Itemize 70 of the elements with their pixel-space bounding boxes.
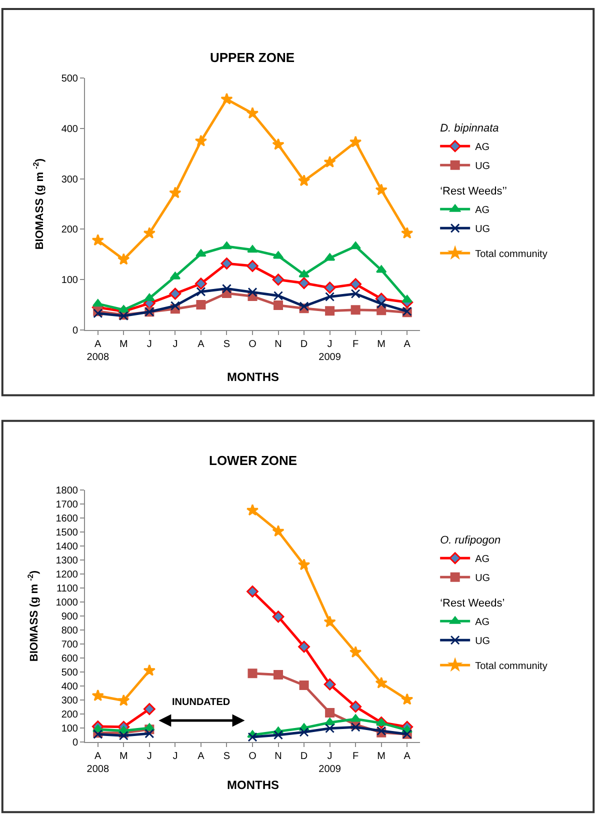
y-tick-label: 1300 bbox=[56, 556, 78, 567]
x-tick-label: S bbox=[223, 339, 230, 350]
legend-label: Total community bbox=[475, 249, 548, 260]
text: D. bipinnata bbox=[440, 122, 499, 134]
y-tick-label: 1800 bbox=[56, 486, 78, 497]
x-tick-label: M bbox=[377, 750, 386, 762]
x-tick-label: O bbox=[248, 750, 257, 762]
y-tick-label: 700 bbox=[61, 639, 78, 650]
text: O. rufipogon bbox=[440, 534, 501, 546]
x-tick-label: N bbox=[274, 750, 282, 762]
x-tick-label: A bbox=[198, 339, 205, 350]
x-tick-label: M bbox=[119, 750, 128, 762]
x-tick-label: A bbox=[404, 339, 411, 350]
y-tick-label: 1000 bbox=[56, 597, 78, 608]
x-tick-label: N bbox=[274, 339, 282, 350]
legend-label: UG bbox=[475, 573, 490, 584]
legend-label: UG bbox=[475, 161, 490, 172]
x-tick-label: J 2009 bbox=[318, 750, 342, 775]
chart-title: UPPER ZONE bbox=[210, 50, 295, 65]
legend-label: UG bbox=[475, 636, 490, 648]
annotation: INUNDATED bbox=[172, 697, 230, 708]
x-tick-label: J bbox=[146, 339, 152, 350]
text: ‘Rest Weeds’ bbox=[440, 597, 505, 610]
y-tick-label: 100 bbox=[61, 275, 78, 286]
x-tick-label: A 2008 bbox=[86, 339, 110, 363]
y-tick-label: 500 bbox=[61, 667, 78, 678]
x-axis-title: MONTHS bbox=[227, 778, 279, 792]
y-tick-label: 600 bbox=[61, 653, 78, 664]
x-tick-label: A bbox=[198, 750, 205, 762]
x-tick-label: F bbox=[352, 339, 359, 350]
y-tick-label: 400 bbox=[61, 681, 78, 692]
y-tick-label: 1500 bbox=[56, 528, 78, 539]
x-tick-label: F bbox=[352, 750, 359, 762]
x-tick-label: M bbox=[377, 339, 386, 350]
x-tick-label: J bbox=[172, 750, 178, 762]
x-axis-title: MONTHS bbox=[227, 370, 279, 384]
y-tick-label: 200 bbox=[61, 224, 78, 236]
y-tick-label: 800 bbox=[61, 625, 78, 636]
x-tick-label: A bbox=[404, 750, 411, 762]
y-tick-label: 400 bbox=[61, 124, 78, 135]
y-tick-label: 900 bbox=[61, 611, 78, 622]
y-tick-label: 0 bbox=[72, 326, 78, 336]
y-tick-label: 0 bbox=[72, 737, 78, 748]
legend-label: AG bbox=[475, 617, 490, 628]
legend-label: AG bbox=[475, 142, 490, 154]
x-tick-label: A 2008 bbox=[86, 750, 110, 775]
legend-label: AG bbox=[475, 554, 490, 566]
y-tick-label: 100 bbox=[61, 723, 78, 734]
chart-title: LOWER ZONE bbox=[209, 453, 298, 468]
x-tick-label: M bbox=[119, 339, 128, 350]
x-tick-label: J 2009 bbox=[318, 339, 342, 363]
y-tick-label: 1100 bbox=[56, 583, 78, 594]
y-tick-label: 1600 bbox=[56, 514, 78, 525]
legend-label: AG bbox=[475, 205, 490, 216]
y-tick-label: 200 bbox=[61, 709, 78, 720]
y-tick-label: 500 bbox=[61, 74, 78, 85]
text: ‘Rest Weeds’’ bbox=[440, 185, 507, 198]
y-tick-label: 1200 bbox=[56, 570, 78, 581]
y-tick-label: 300 bbox=[61, 695, 78, 706]
x-tick-label: D bbox=[300, 339, 308, 350]
y-tick-label: 1700 bbox=[56, 500, 78, 511]
legend-label: Total community bbox=[475, 661, 548, 672]
x-tick-label: S bbox=[223, 750, 230, 762]
y-tick-label: 1400 bbox=[56, 542, 78, 553]
x-tick-label: J bbox=[172, 339, 178, 350]
x-tick-label: J bbox=[146, 750, 152, 762]
x-tick-label: O bbox=[248, 339, 257, 350]
legend-label: UG bbox=[475, 224, 490, 236]
x-tick-label: D bbox=[300, 750, 308, 762]
y-tick-label: 300 bbox=[61, 174, 78, 186]
